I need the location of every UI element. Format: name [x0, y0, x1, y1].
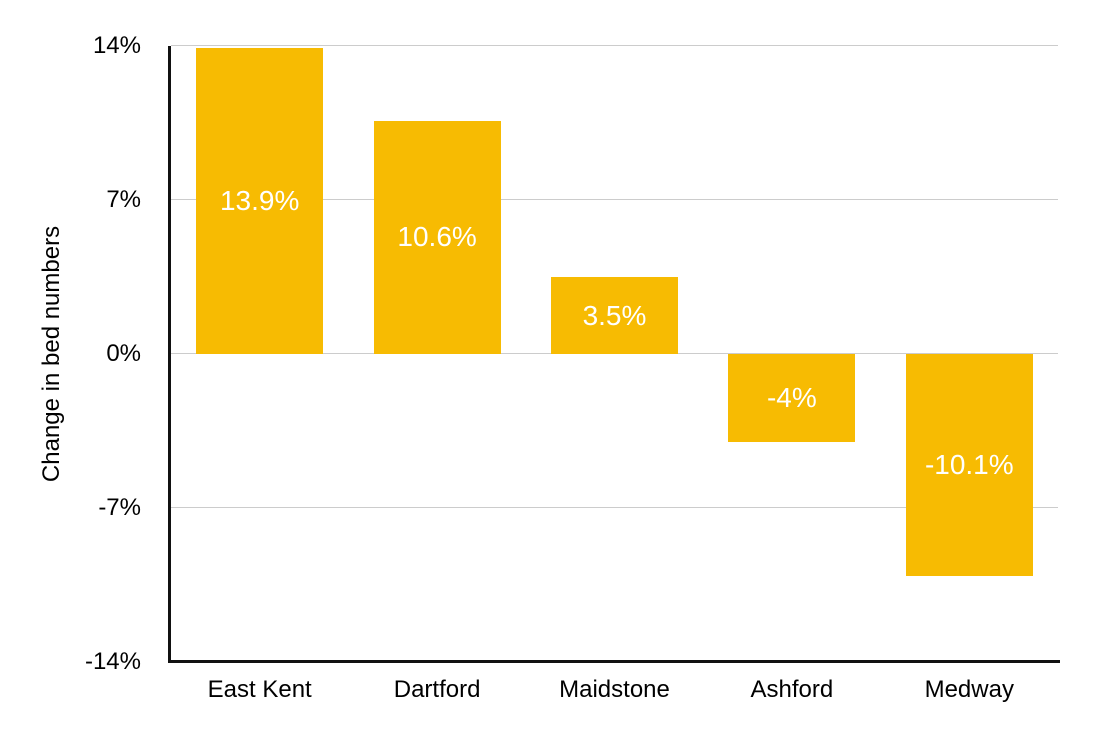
bar-medway: -10.1% [905, 354, 1033, 577]
x-axis-line [168, 660, 1060, 663]
bar-maidstone: 3.5% [551, 277, 678, 354]
bar-value-label: 3.5% [582, 299, 647, 331]
bar-dartford: 10.6% [373, 120, 501, 354]
y-tick-label: -7% [98, 494, 141, 521]
y-tick-label: 14% [92, 32, 141, 59]
y-tick-label: 0% [106, 340, 141, 367]
gridline-7% [171, 199, 1058, 200]
x-category-label: Maidstone [559, 676, 670, 703]
x-category-label: Medway [924, 676, 1014, 703]
bar-value-label: 13.9% [219, 185, 300, 217]
bar-value-label: 10.6% [397, 221, 477, 253]
x-category-label: Ashford [750, 676, 834, 703]
gridline-14% [171, 45, 1058, 46]
bar-ashford: -4% [728, 354, 856, 442]
bar-value-label: -4% [766, 382, 817, 413]
gridline--7% [171, 507, 1058, 508]
bar-east-kent: 13.9% [196, 48, 324, 354]
x-category-label: Dartford [393, 676, 481, 703]
y-tick-label: 7% [106, 186, 141, 213]
bar-value-label: -10.1% [924, 449, 1014, 481]
x-category-label: East Kent [207, 676, 312, 703]
y-tick-label: -14% [84, 648, 141, 675]
y-axis-line [168, 46, 171, 662]
